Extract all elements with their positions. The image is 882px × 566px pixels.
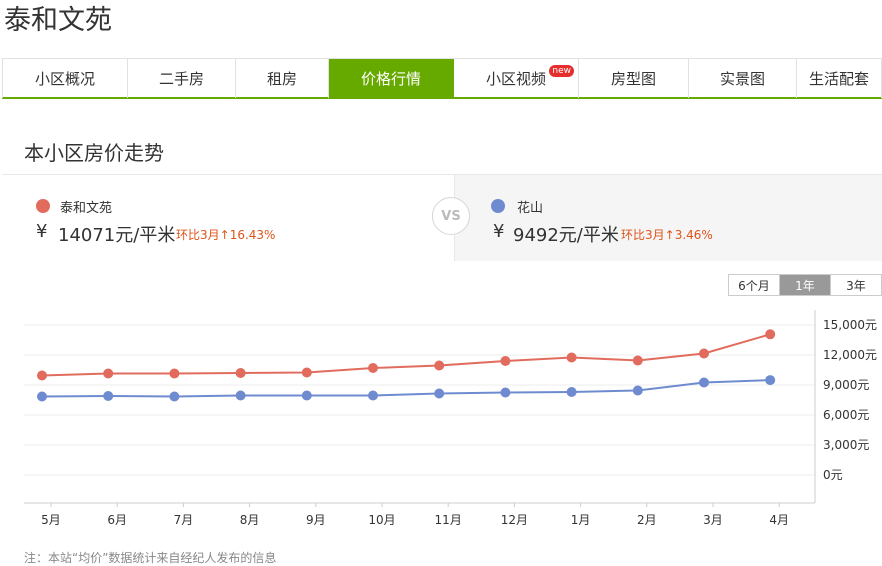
data-point-0-10	[699, 348, 709, 359]
x-tick-label: 12月	[501, 513, 528, 527]
tab-label: 房型图	[610, 70, 656, 88]
data-point-0-9	[632, 355, 643, 366]
vs-badge: VS	[432, 197, 470, 235]
y-tick-label: 12,000元	[823, 348, 877, 362]
y-tick-label: 15,000元	[823, 318, 877, 332]
nav-tabs: 小区概况 二手房 租房 价格行情 小区视频 new 房型图 实景图 生活配套	[2, 58, 882, 99]
data-point-0-5	[368, 363, 378, 373]
x-tick-label: 2月	[637, 513, 657, 527]
data-point-1-9	[632, 385, 643, 396]
tab-label: 二手房	[158, 70, 204, 88]
data-point-1-2	[169, 391, 180, 402]
y-tick-label: 9,000元	[823, 378, 869, 392]
x-tick-label: 4月	[769, 513, 789, 527]
right-area-name: 花山	[517, 201, 544, 216]
right-price: 9492元/平米	[513, 225, 619, 246]
data-point-1-6	[434, 388, 445, 399]
tab-label: 小区视频	[485, 70, 546, 88]
left-community-name: 泰和文苑	[60, 201, 113, 216]
range-button-0[interactable]: 6个月	[729, 275, 780, 295]
data-point-0-3	[235, 368, 246, 378]
data-point-0-6	[434, 360, 445, 371]
compare-right: 花山 ¥ 9492元/平米 环比3月↑3.46%	[454, 175, 882, 261]
x-tick-label: 3月	[703, 513, 723, 527]
x-tick-label: 6月	[107, 513, 127, 527]
left-price: 14071元/平米	[58, 225, 176, 246]
range-button-1[interactable]: 1年	[780, 275, 831, 295]
y-tick-label: 3,000元	[823, 438, 869, 452]
x-tick-label: 1月	[571, 513, 591, 527]
tab-2[interactable]: 租房	[236, 59, 329, 98]
tab-label: 价格行情	[360, 70, 421, 88]
data-point-0-7	[500, 356, 511, 366]
tab-label: 实景图	[719, 70, 765, 88]
data-point-0-11	[765, 329, 776, 340]
right-price-symbol: ¥	[493, 221, 505, 242]
data-point-1-0	[37, 391, 47, 402]
data-point-0-0	[37, 370, 47, 381]
data-point-1-5	[368, 390, 378, 401]
left-legend-dot	[36, 199, 50, 213]
data-point-1-3	[235, 390, 246, 401]
data-point-0-2	[169, 368, 180, 379]
data-point-1-10	[699, 377, 709, 388]
x-tick-label: 5月	[41, 513, 61, 527]
new-badge: new	[549, 65, 574, 77]
series-line-0	[41, 333, 771, 377]
compare-left: 泰和文苑 ¥ 14071元/平米 环比3月↑16.43%	[2, 175, 454, 261]
left-price-change: 环比3月↑16.43%	[176, 228, 276, 242]
tab-label: 租房	[266, 70, 297, 88]
x-tick-label: 11月	[435, 513, 462, 527]
left-price-symbol: ¥	[36, 221, 48, 242]
tab-label: 小区概况	[34, 70, 95, 88]
x-tick-label: 10月	[368, 513, 395, 527]
data-point-1-7	[500, 387, 511, 398]
tab-1[interactable]: 二手房	[128, 59, 236, 98]
series-line-1	[41, 379, 771, 398]
tab-5[interactable]: 房型图	[579, 59, 689, 98]
community-title: 泰和文苑	[4, 5, 112, 36]
data-point-1-8	[566, 387, 577, 397]
x-tick-label: 9月	[306, 513, 326, 527]
y-tick-label: 6,000元	[823, 408, 869, 422]
tab-0[interactable]: 小区概况	[2, 59, 128, 98]
data-point-0-8	[566, 352, 577, 363]
right-price-change: 环比3月↑3.46%	[621, 228, 713, 242]
range-button-2[interactable]: 3年	[831, 275, 881, 295]
data-point-1-4	[301, 390, 312, 401]
data-source-note: 注：本站“均价”数据统计来自经纪人发布的信息	[24, 551, 277, 565]
data-point-1-11	[765, 375, 776, 386]
tab-label: 生活配套	[808, 70, 869, 88]
data-point-0-4	[301, 367, 312, 378]
right-legend-dot	[491, 199, 505, 213]
x-tick-label: 7月	[174, 513, 194, 527]
y-tick-label: 0元	[823, 468, 843, 482]
data-point-1-1	[103, 391, 114, 401]
x-tick-label: 8月	[240, 513, 260, 527]
range-selector: 6个月 1年 3年	[728, 274, 882, 296]
tab-3[interactable]: 价格行情	[329, 59, 454, 98]
tab-4[interactable]: 小区视频 new	[454, 59, 579, 98]
price-compare-panel: 泰和文苑 ¥ 14071元/平米 环比3月↑16.43% 花山 ¥ 9492元/…	[2, 174, 882, 261]
section-title: 本小区房价走势	[24, 141, 164, 165]
tab-6[interactable]: 实景图	[689, 59, 797, 98]
data-point-0-1	[103, 368, 114, 379]
